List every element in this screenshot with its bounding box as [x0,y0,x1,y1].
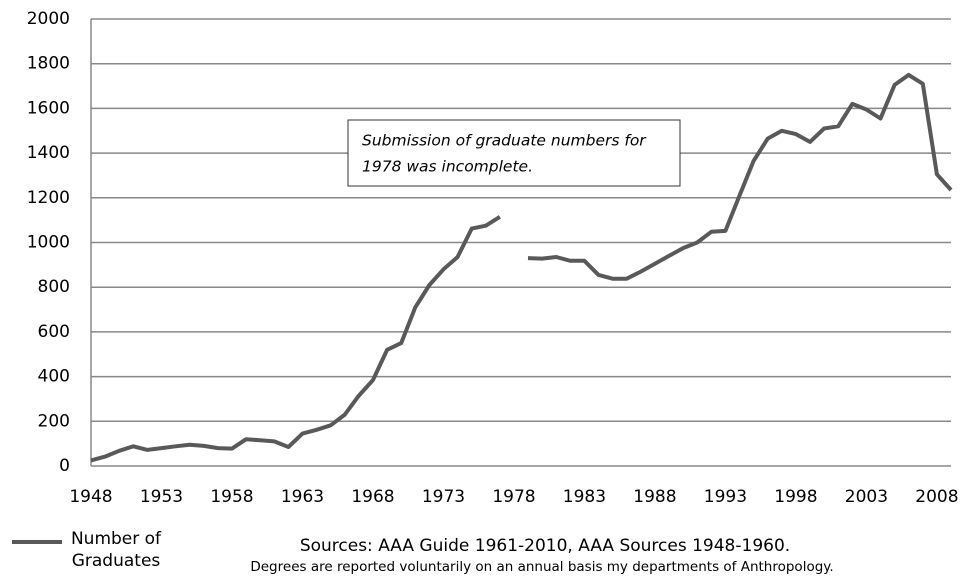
y-tick-label: 400 [38,367,70,387]
x-tick-label: 1963 [281,487,324,507]
x-tick-label: 1983 [563,487,606,507]
y-tick-label: 200 [38,411,70,431]
y-tick-label: 1400 [27,143,70,163]
annotation: Submission of graduate numbers for [362,132,647,150]
x-tick-label: 1958 [210,487,253,507]
x-tick-label: 1998 [774,487,817,507]
y-tick-label: 1200 [27,188,70,208]
x-tick-label: 1973 [422,487,465,507]
annotation: 1978 was incomplete. [362,158,533,176]
y-tick-label: 800 [38,277,70,297]
x-tick-label: 1953 [140,487,183,507]
legend-label: Number of Graduates [70,529,162,571]
y-tick-label: 1600 [27,98,70,118]
x-tick-label: 1988 [633,487,676,507]
y-tick-label: 1000 [27,233,70,253]
x-tick-label: 2008 [915,487,958,507]
x-tick-label: 1978 [492,487,535,507]
y-tick-label: 2000 [27,9,70,29]
y-tick-label: 600 [38,322,70,342]
x-tick-label: 1993 [704,487,747,507]
x-tick-label: 1968 [351,487,394,507]
note: Degrees are reported voluntarily on an a… [250,559,833,575]
y-tick-label: 1800 [27,54,70,74]
y-tick-label: 0 [59,456,70,476]
x-tick-label: 2003 [845,487,888,507]
x-tick-label: 1948 [69,487,112,507]
annotation-box [347,119,681,187]
line-series [90,72,953,463]
sources: Sources: AAA Guide 1961-2010, AAA Source… [300,536,790,556]
